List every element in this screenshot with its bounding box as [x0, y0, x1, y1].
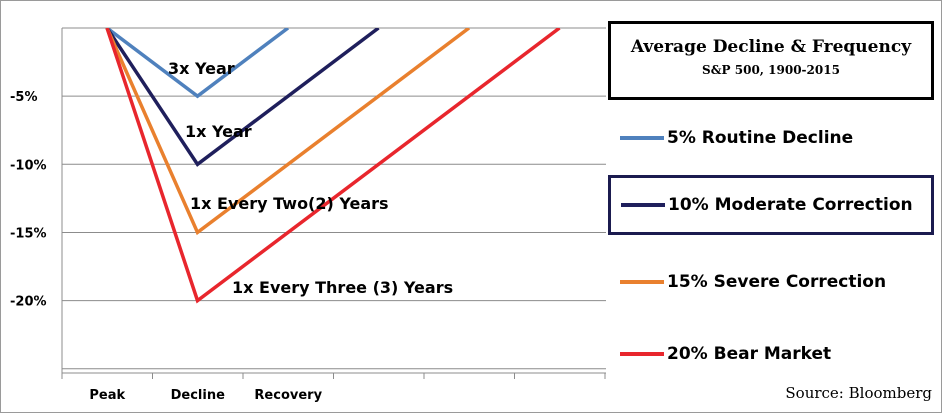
chart-title: Average Decline & Frequency: [611, 37, 931, 57]
y-tick-label: -15%: [10, 226, 47, 241]
legend-label-severe-correction: 15% Severe Correction: [667, 272, 886, 292]
legend-swatch-bear-market: [620, 352, 664, 356]
legend-label-moderate-correction: 10% Moderate Correction: [668, 195, 913, 215]
legend-swatch-routine-decline: [620, 136, 664, 140]
y-tick-label: -10%: [10, 158, 47, 173]
legend-swatch-moderate-correction: [621, 203, 665, 207]
annotation-routine-decline: 3x Year: [168, 59, 235, 78]
x-tick-label: Decline: [171, 388, 225, 403]
annotation-severe-correction: 1x Every Two(2) Years: [190, 194, 389, 213]
chart-subtitle: S&P 500, 1900-2015: [611, 63, 931, 77]
legend-label-bear-market: 20% Bear Market: [667, 344, 831, 364]
annotation-bear-market: 1x Every Three (3) Years: [232, 278, 453, 297]
x-tick-label: Recovery: [254, 388, 322, 403]
y-tick-label: -5%: [10, 90, 37, 105]
legend-item-moderate-correction: 10% Moderate Correction: [608, 175, 934, 235]
annotation-moderate-correction: 1x Year: [185, 122, 252, 141]
x-tick-label: Peak: [89, 388, 125, 403]
legend-item-bear-market: 20% Bear Market: [620, 339, 831, 369]
legend-item-routine-decline: 5% Routine Decline: [620, 123, 853, 153]
legend-label-routine-decline: 5% Routine Decline: [667, 128, 853, 148]
legend-swatch-severe-correction: [620, 280, 664, 284]
source-note: Source: Bloomberg: [785, 384, 932, 402]
y-tick-label: -20%: [10, 295, 47, 310]
chart-title-box: Average Decline & Frequency S&P 500, 190…: [608, 21, 934, 100]
legend-item-severe-correction: 15% Severe Correction: [620, 267, 886, 297]
